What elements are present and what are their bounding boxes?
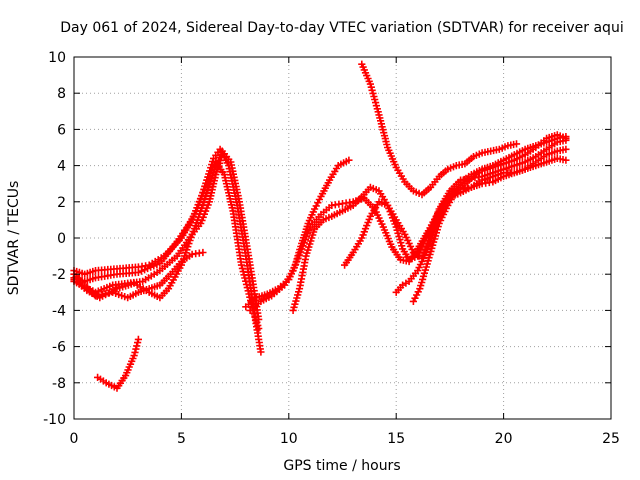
data-series-arc-13: [409, 131, 570, 305]
y-tick-label: 0: [57, 231, 66, 247]
data-series-arc-8: [246, 133, 570, 314]
data-series-arc-6: [94, 335, 142, 392]
axis-ticks: [73, 56, 612, 420]
x-tick-label: 20: [495, 431, 513, 447]
grid: [74, 57, 611, 419]
chart-title: Day 061 of 2024, Sidereal Day-to-day VTE…: [60, 20, 623, 36]
x-tick-label: 10: [280, 431, 298, 447]
y-tick-label: -10: [43, 412, 66, 428]
y-tick-label: 6: [57, 122, 66, 138]
y-tick-label: 10: [48, 50, 66, 66]
x-tick-label: 0: [70, 431, 79, 447]
y-tick-label: -8: [52, 376, 66, 392]
y-tick-label: -6: [52, 340, 66, 356]
data-series-arc-7: [242, 156, 353, 311]
x-axis-title: GPS time / hours: [283, 458, 400, 474]
y-tick-label: 4: [57, 159, 66, 175]
x-tick-label: 15: [387, 431, 405, 447]
data-series-arc-11: [358, 60, 521, 199]
x-tick-label: 5: [177, 431, 186, 447]
data-series: [70, 60, 570, 392]
x-tick-label: 25: [602, 431, 620, 447]
data-series-arc-10: [341, 136, 570, 269]
axis-tick-labels: 0 5 10 15 20 25 -10 -8 -6 -4 -2 0 2 4 6 8 10: [43, 50, 620, 447]
y-tick-label: -4: [52, 303, 66, 319]
y-tick-label: 8: [57, 86, 66, 102]
y-tick-label: 2: [57, 195, 66, 211]
y-axis-title: SDTVAR / TECUs: [6, 181, 22, 296]
y-tick-label: -2: [52, 267, 66, 283]
